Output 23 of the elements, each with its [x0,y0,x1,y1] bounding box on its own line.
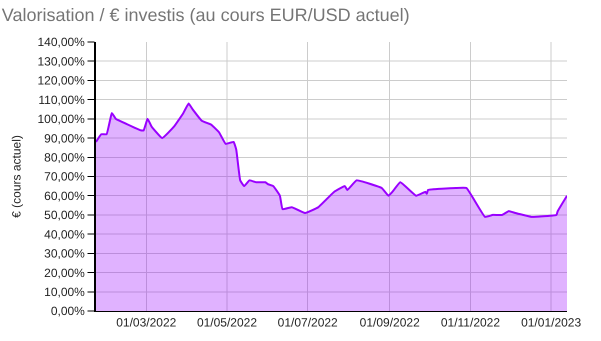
x-tick-label: 01/03/2022 [116,315,177,330]
y-tick-label: 30,00% [44,246,86,261]
y-axis-title: € (cours actuel) [9,135,24,218]
y-tick-label: 100,00% [37,112,86,126]
y-tick-label: 110,00% [38,92,86,107]
y-tick-label: 90,00% [44,131,86,146]
x-tick-label: 01/11/2022 [440,315,500,330]
y-tick-label: 20,00% [44,266,86,280]
y-tick-label: 40,00% [44,227,86,242]
y-tick-label: 60,00% [44,188,86,203]
y-tick-label: 10,00% [44,284,86,299]
y-tick-label: 140,00% [37,35,86,50]
y-tick-label: 80,00% [44,150,86,164]
x-tick-label: 01/05/2022 [196,315,258,330]
y-tick-label: 0,00% [50,304,86,318]
x-tick-label: 01/01/2023 [521,315,582,330]
y-tick-label: 130,00% [37,54,86,68]
y-tick-label: 70,00% [44,170,86,184]
x-tick-label: 01/09/2022 [360,315,420,330]
y-tick-label: 120,00% [37,74,86,88]
chart-title: Valorisation / € investis (au cours EUR/USD actuel) [2,5,410,26]
y-tick-label: 50,00% [44,208,86,222]
x-tick-label: 01/07/2022 [278,315,338,330]
